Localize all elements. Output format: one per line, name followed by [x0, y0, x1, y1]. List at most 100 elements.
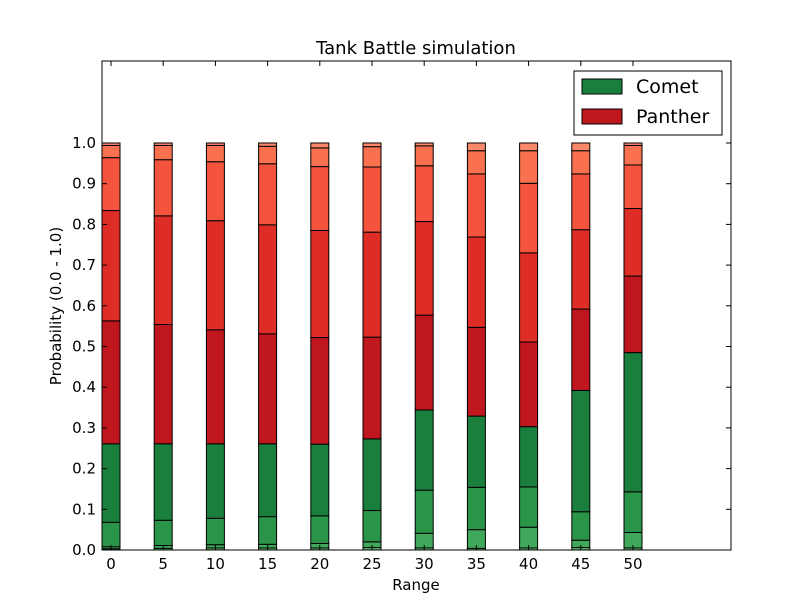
bar-segment-15-9 [258, 142, 278, 147]
chart-title: Tank Battle simulation [315, 38, 516, 59]
bar-segment-45-7 [571, 173, 591, 231]
x-tick-label: 0 [106, 555, 116, 573]
bar-segment-15-3 [258, 516, 278, 545]
bar-segment-35-4 [466, 415, 486, 488]
bar-segment-35-3 [466, 486, 486, 531]
bar-segment-5-6 [153, 215, 173, 326]
y-tick-label: 0.0 [72, 541, 96, 559]
bar-segment-30-6 [414, 221, 434, 316]
bar-segment-15-6 [258, 224, 278, 335]
x-tick-label: 35 [467, 555, 486, 573]
y-tick-label: 0.6 [72, 297, 96, 315]
bar-segment-15-5 [258, 333, 278, 445]
y-axis-label: Probability (0.0 - 1.0) [47, 227, 65, 385]
bar-segment-15-4 [258, 443, 278, 518]
y-tick-label: 0.1 [72, 500, 96, 518]
bar-segment-35-9 [466, 142, 486, 152]
bar-segment-20-4 [310, 443, 330, 517]
bar-segment-35-6 [466, 236, 486, 328]
legend: Comet Panther [573, 70, 723, 136]
y-tick-label: 0.8 [72, 215, 96, 233]
bar-segment-0-4 [101, 443, 121, 523]
bar-segment-40-2 [519, 526, 539, 549]
legend-swatch-panther [581, 108, 623, 125]
bar-segment-25-7 [362, 166, 382, 233]
bar-segment-40-6 [519, 252, 539, 343]
bar-segment-10-5 [205, 329, 225, 445]
bar-segment-10-7 [205, 161, 225, 222]
bar-segment-0-8 [101, 144, 121, 159]
y-tick-label: 0.9 [72, 175, 96, 193]
bar-segment-35-8 [466, 150, 486, 175]
bar-segment-30-7 [414, 165, 434, 223]
bar-segment-35-7 [466, 173, 486, 238]
bars-layer [101, 142, 643, 551]
legend-label-comet: Comet [636, 76, 699, 98]
bar-segment-50-8 [623, 144, 643, 166]
x-tick-label: 20 [310, 555, 329, 573]
bar-segment-10-6 [205, 220, 225, 331]
bar-segment-50-4 [623, 352, 643, 493]
x-tick-label: 15 [258, 555, 277, 573]
bar-segment-25-5 [362, 336, 382, 440]
bar-segment-40-3 [519, 486, 539, 528]
bar-segment-30-9 [414, 142, 434, 147]
x-tick-label: 30 [415, 555, 434, 573]
x-tick-label: 25 [362, 555, 381, 573]
y-tick-label: 0.3 [72, 419, 96, 437]
y-tick-label: 1.0 [72, 134, 96, 152]
x-axis-label: Range [392, 576, 440, 594]
bar-segment-5-7 [153, 159, 173, 217]
axis-ticks: 0.0 0.1 0.2 0.3 0.4 0.5 0.6 0.7 0.8 0.9 1.0 0 5 10 15 2… [72, 61, 731, 573]
bar-segment-20-6 [310, 230, 330, 339]
bar-segment-30-5 [414, 314, 434, 411]
bar-segment-10-8 [205, 144, 225, 163]
x-tick-label: 5 [158, 555, 168, 573]
bar-segment-5-3 [153, 519, 173, 547]
bar-segment-45-3 [571, 511, 591, 541]
bar-segment-25-4 [362, 438, 382, 512]
bar-segment-50-5 [623, 275, 643, 354]
bar-segment-20-8 [310, 147, 330, 168]
bar-segment-20-9 [310, 142, 330, 149]
bar-segment-35-5 [466, 326, 486, 417]
bar-segment-20-3 [310, 515, 330, 544]
bar-segment-10-4 [205, 443, 225, 519]
bar-segment-50-7 [623, 164, 643, 210]
legend-label-panther: Panther [636, 106, 709, 128]
bar-segment-30-3 [414, 489, 434, 534]
y-tick-label: 0.4 [72, 378, 96, 396]
bar-segment-40-5 [519, 341, 539, 428]
x-tick-label: 50 [623, 555, 642, 573]
bar-segment-10-9 [205, 142, 225, 146]
bar-segment-10-3 [205, 517, 225, 546]
x-tick-label: 45 [571, 555, 590, 573]
bar-segment-45-8 [571, 150, 591, 175]
bar-segment-40-4 [519, 426, 539, 488]
bar-segment-25-8 [362, 146, 382, 168]
bar-segment-25-6 [362, 231, 382, 338]
y-tick-label: 0.5 [72, 338, 96, 356]
x-tick-label: 10 [206, 555, 225, 573]
bar-segment-20-7 [310, 166, 330, 232]
bar-segment-5-5 [153, 324, 173, 445]
bar-segment-5-9 [153, 142, 173, 146]
bar-segment-5-8 [153, 144, 173, 161]
bar-segment-0-5 [101, 320, 121, 445]
bar-segment-5-4 [153, 443, 173, 521]
bar-segment-50-6 [623, 208, 643, 277]
x-tick-label: 40 [519, 555, 538, 573]
bar-segment-0-6 [101, 210, 121, 322]
bar-segment-40-9 [519, 142, 539, 152]
bar-segment-30-8 [414, 145, 434, 167]
bar-segment-15-8 [258, 145, 278, 165]
bar-segment-50-3 [623, 491, 643, 533]
bar-segment-15-7 [258, 163, 278, 226]
legend-swatch-comet [581, 78, 623, 95]
bar-segment-30-4 [414, 409, 434, 491]
bar-segment-25-9 [362, 142, 382, 148]
bar-segment-45-5 [571, 308, 591, 391]
bar-segment-45-6 [571, 229, 591, 310]
bar-segment-40-8 [519, 150, 539, 184]
